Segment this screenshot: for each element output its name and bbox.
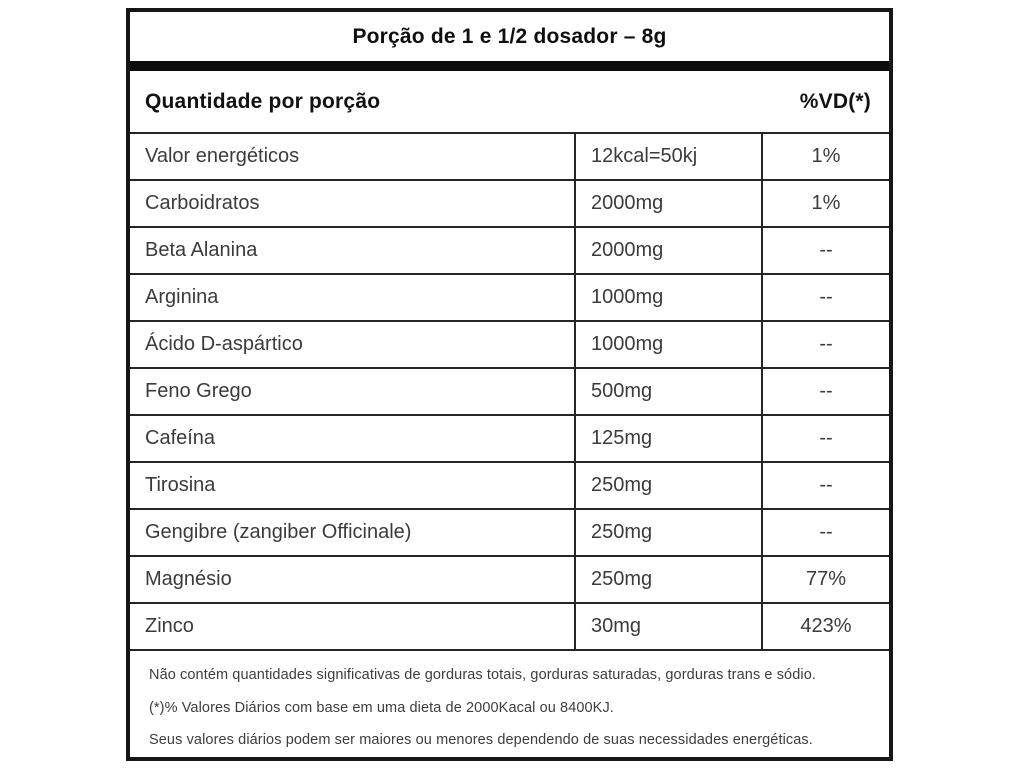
nutrient-amount: 30mg xyxy=(574,604,761,649)
nutrient-vd: -- xyxy=(761,228,889,273)
footnotes: Não contém quantidades significativas de… xyxy=(130,651,889,751)
nutrient-table: Valor energéticos 12kcal=50kj 1% Carboid… xyxy=(130,134,889,651)
table-row: Magnésio 250mg 77% xyxy=(130,557,889,604)
table-row: Arginina 1000mg -- xyxy=(130,275,889,322)
nutrient-name: Feno Grego xyxy=(145,380,252,402)
nutrient-name: Beta Alanina xyxy=(145,239,258,261)
nutrient-amount: 500mg xyxy=(574,369,761,414)
nutrient-name: Ácido D-aspártico xyxy=(145,333,303,355)
nutrient-amount: 2000mg xyxy=(574,181,761,226)
nutrient-vd: -- xyxy=(761,510,889,555)
nutrient-name: Magnésio xyxy=(145,568,232,590)
serving-title: Porção de 1 e 1/2 dosador – 8g xyxy=(352,24,667,48)
nutrient-vd: 77% xyxy=(761,557,889,602)
table-row: Tirosina 250mg -- xyxy=(130,463,889,510)
table-row: Cafeína 125mg -- xyxy=(130,416,889,463)
nutrient-name: Zinco xyxy=(145,615,194,637)
nutrient-name: Arginina xyxy=(145,286,219,308)
nutrient-amount: 1000mg xyxy=(574,275,761,320)
column-header-quantity: Quantidade por porção xyxy=(145,89,381,113)
column-header-vd: %VD(*) xyxy=(799,89,871,113)
nutrient-amount: 125mg xyxy=(574,416,761,461)
nutrient-name: Gengibre (zangiber Officinale) xyxy=(145,521,412,543)
nutrient-amount: 250mg xyxy=(574,510,761,555)
nutrient-vd: -- xyxy=(761,275,889,320)
nutrient-amount: 1000mg xyxy=(574,322,761,367)
nutrient-vd: -- xyxy=(761,416,889,461)
table-row: Zinco 30mg 423% xyxy=(130,604,889,651)
table-row: Carboidratos 2000mg 1% xyxy=(130,181,889,228)
nutrient-amount: 250mg xyxy=(574,463,761,508)
nutrient-vd: -- xyxy=(761,369,889,414)
table-header: Quantidade por porção %VD(*) xyxy=(130,71,889,134)
nutrient-name: Valor energéticos xyxy=(145,145,300,167)
nutrient-vd: 1% xyxy=(761,181,889,226)
footnote-no-significant-amounts: Não contém quantidades significativas de… xyxy=(149,667,817,683)
nutrient-vd: -- xyxy=(761,463,889,508)
nutrient-vd: 1% xyxy=(761,134,889,179)
nutrient-vd: -- xyxy=(761,322,889,367)
footnote-daily-values-vary: Seus valores diários podem ser maiores o… xyxy=(149,732,813,749)
nutrient-name: Cafeína xyxy=(145,427,216,449)
title-divider-bar xyxy=(130,61,889,71)
table-row: Feno Grego 500mg -- xyxy=(130,369,889,416)
nutrition-facts-panel: Porção de 1 e 1/2 dosador – 8g Quantidad… xyxy=(126,8,893,761)
table-row: Beta Alanina 2000mg -- xyxy=(130,228,889,275)
nutrient-amount: 250mg xyxy=(574,557,761,602)
nutrient-amount: 12kcal=50kj xyxy=(574,134,761,179)
nutrient-vd: 423% xyxy=(761,604,889,649)
table-row: Ácido D-aspártico 1000mg -- xyxy=(130,322,889,369)
table-row: Gengibre (zangiber Officinale) 250mg -- xyxy=(130,510,889,557)
footnote-daily-values-basis: (*)% Valores Diários com base em uma die… xyxy=(149,699,614,716)
nutrient-amount: 2000mg xyxy=(574,228,761,273)
nutrient-name: Carboidratos xyxy=(145,192,260,214)
table-row: Valor energéticos 12kcal=50kj 1% xyxy=(130,134,889,181)
nutrient-name: Tirosina xyxy=(145,474,216,496)
